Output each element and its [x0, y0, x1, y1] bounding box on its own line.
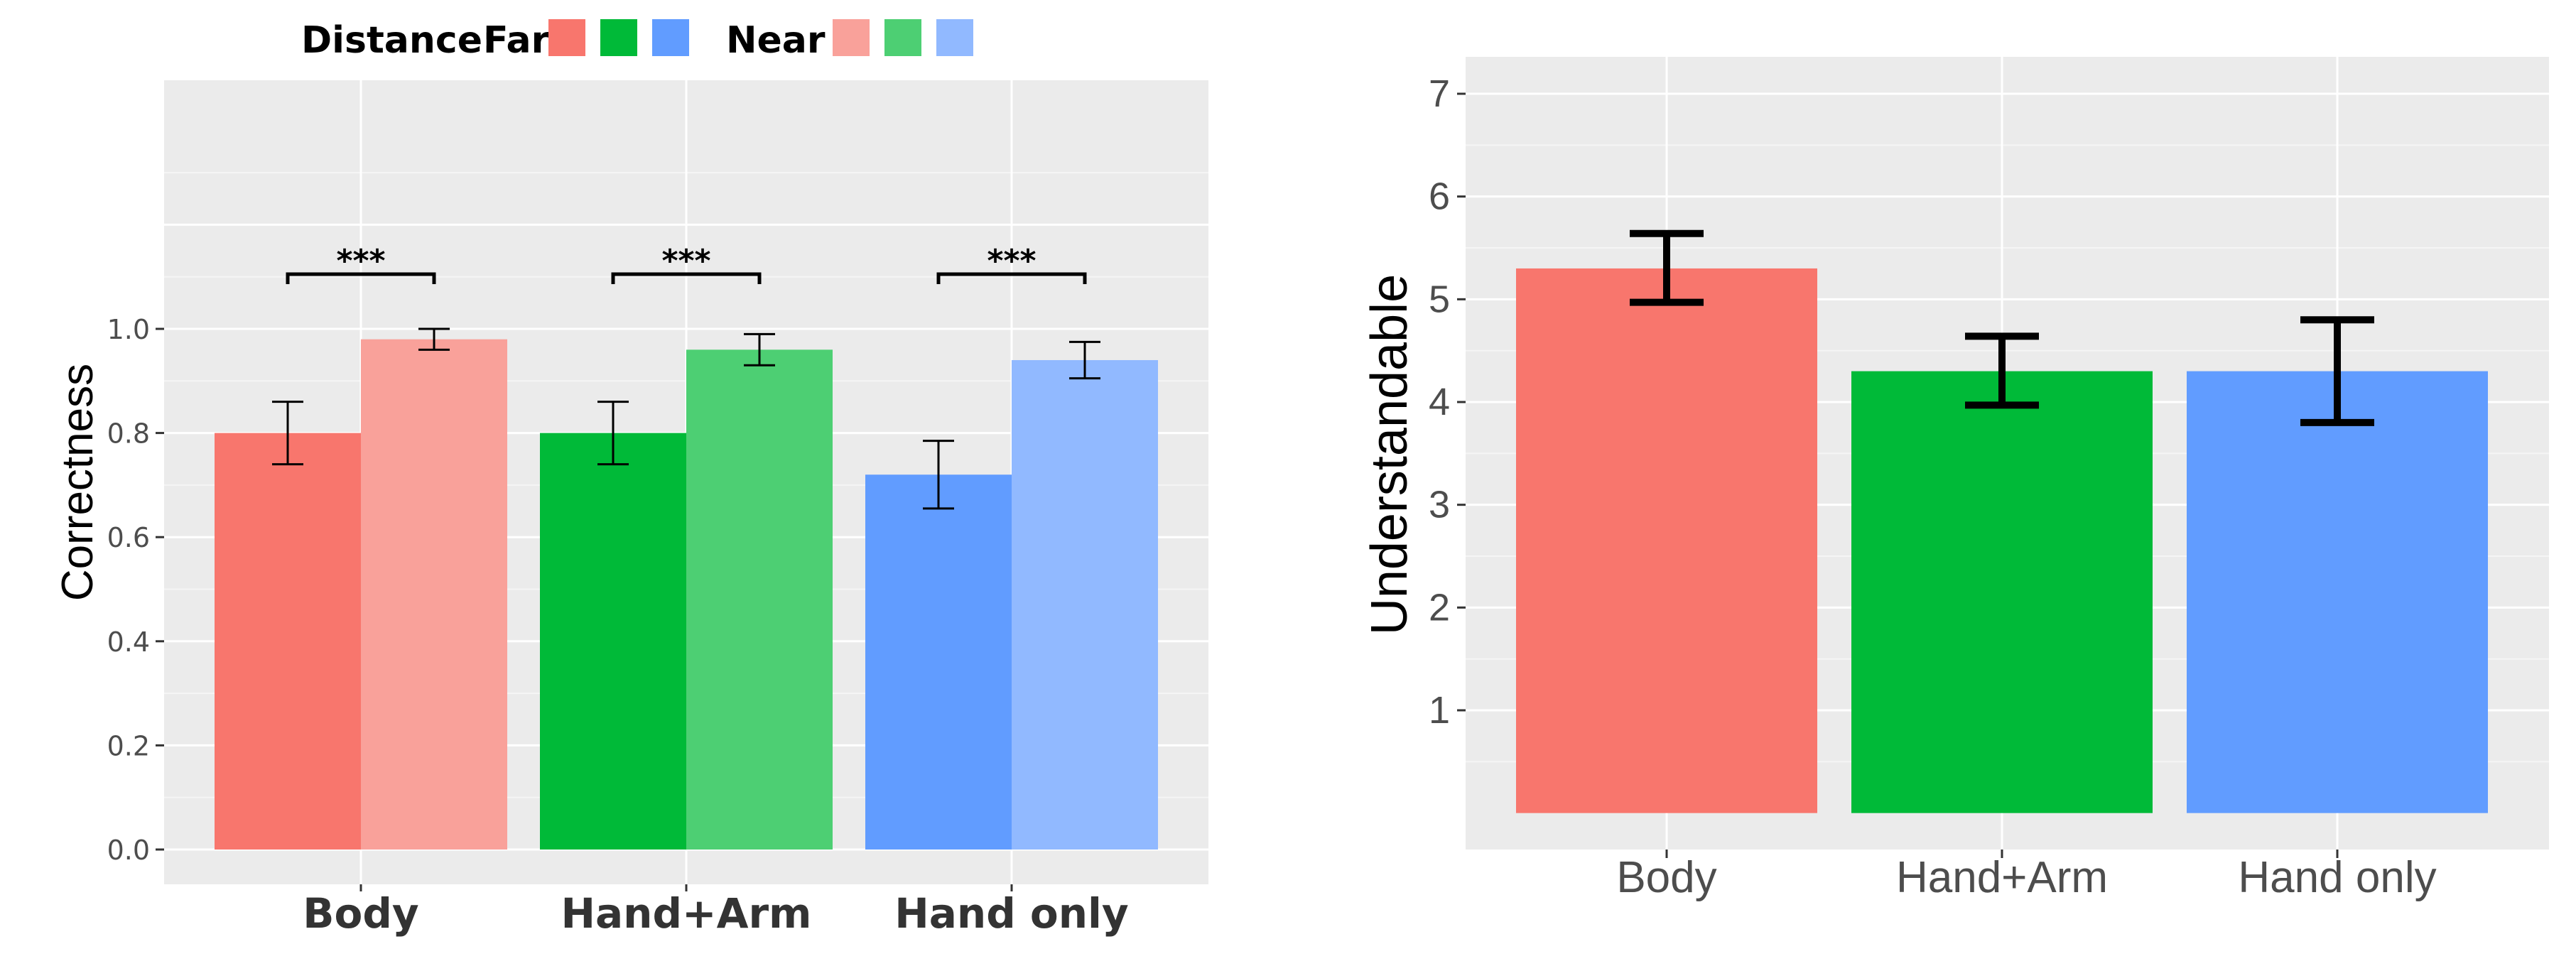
- x-tick-label: Body: [1616, 853, 1716, 902]
- bar-far: [540, 433, 686, 850]
- correctness-y-ticks: 0.0 0.2 0.4 0.6 0.8 1.0: [107, 314, 164, 866]
- legend-swatch: [936, 19, 973, 56]
- bar: [2187, 371, 2488, 813]
- legend-label-far: Far: [483, 19, 550, 62]
- understandable-chart: 1 2 3 4 5 6 7 Body Hand+Arm Hand only Understand…: [1361, 57, 2549, 902]
- y-tick-label: 0.0: [107, 835, 150, 866]
- significance-label: ***: [987, 243, 1036, 279]
- y-tick-label: 6: [1429, 175, 1450, 218]
- y-tick-label: 0.8: [107, 418, 150, 450]
- understandable-y-ticks: 1 2 3 4 5 6 7: [1429, 72, 1466, 732]
- y-tick-label: 3: [1429, 484, 1450, 526]
- x-tick-label: Hand+Arm: [1896, 853, 2108, 902]
- correctness-error-bars: [272, 327, 1100, 510]
- y-tick-label: 0.6: [107, 522, 150, 553]
- distance-legend: Distance:Far Near: [301, 19, 973, 62]
- correctness-y-axis-label: Correctness: [53, 364, 102, 601]
- legend-swatch: [884, 19, 921, 56]
- y-tick-label: 1: [1429, 689, 1450, 732]
- understandable-y-axis-label: Understandable: [1361, 274, 1418, 635]
- bar: [1851, 371, 2153, 813]
- bar: [1516, 268, 1817, 813]
- correctness-x-ticks: Body Hand+Arm Hand only: [303, 884, 1129, 938]
- bar-near: [686, 349, 833, 850]
- significance-bracket: [936, 272, 1087, 284]
- legend-title: Distance:: [301, 19, 497, 62]
- understandable-error-bars: [1630, 229, 2374, 426]
- y-tick-label: 0.2: [107, 730, 150, 761]
- y-tick-label: 5: [1429, 278, 1450, 320]
- legend-label-near: Near: [726, 19, 826, 62]
- y-tick-label: 1.0: [107, 314, 150, 345]
- legend-swatch: [600, 19, 637, 56]
- legend-swatch: [548, 19, 585, 56]
- significance-label: ***: [336, 243, 385, 279]
- significance-bracket: [611, 272, 762, 284]
- x-tick-label: Body: [303, 889, 418, 938]
- understandable-bars: [1516, 268, 2488, 813]
- bar-near: [361, 339, 507, 850]
- correctness-chart: *** *** *** 0.0 0.2 0.4 0.6 0.8 1.0 Body Hand+Ar…: [53, 19, 1208, 938]
- bar-near: [1012, 359, 1158, 850]
- significance-bracket: [286, 272, 436, 284]
- understandable-x-ticks: Body Hand+Arm Hand only: [1616, 850, 2437, 902]
- y-tick-label: 4: [1429, 381, 1450, 423]
- y-tick-label: 2: [1429, 586, 1450, 629]
- bar-far: [215, 433, 361, 850]
- x-tick-label: Hand only: [2238, 853, 2436, 902]
- legend-swatch: [652, 19, 689, 56]
- y-tick-label: 0.4: [107, 626, 150, 658]
- bar-far: [865, 474, 1012, 850]
- legend-swatch: [833, 19, 870, 56]
- correctness-significance: *** *** ***: [286, 243, 1087, 284]
- x-tick-label: Hand+Arm: [561, 889, 811, 938]
- y-tick-label: 7: [1429, 72, 1450, 115]
- significance-label: ***: [661, 243, 710, 279]
- x-tick-label: Hand only: [894, 889, 1129, 938]
- correctness-bars: [215, 339, 1158, 850]
